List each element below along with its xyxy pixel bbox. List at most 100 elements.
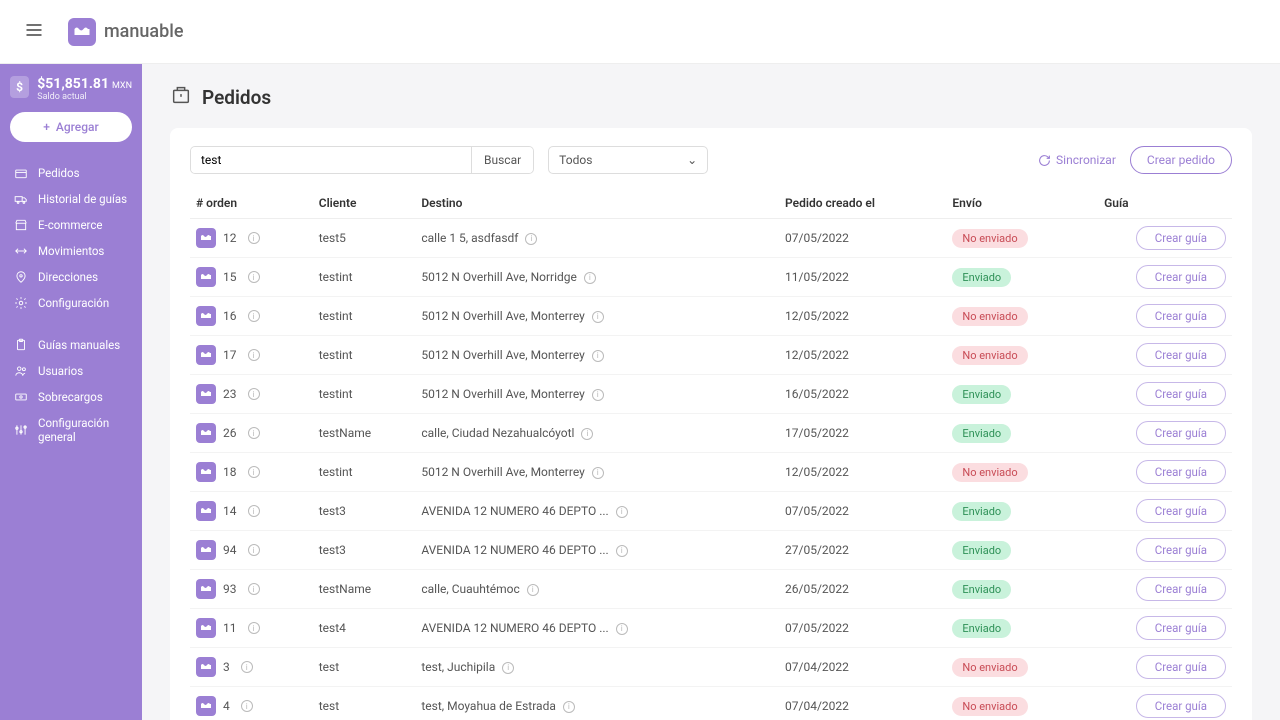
sidebar-item-e-commerce[interactable]: E-commerce: [10, 212, 132, 238]
cell-fecha: 07/05/2022: [779, 609, 946, 648]
cell-cliente: test: [313, 687, 416, 720]
sidebar-item-direcciones[interactable]: Direcciones: [10, 264, 132, 290]
cell-cliente: testName: [313, 570, 416, 609]
info-icon[interactable]: i: [241, 661, 253, 673]
brand-icon: [196, 462, 216, 482]
toolbar: Buscar Todos ⌄ Sincronizar Crear pedido: [190, 146, 1232, 174]
create-guide-button[interactable]: Crear guía: [1136, 421, 1226, 445]
order-number: 16: [223, 309, 237, 323]
order-number: 17: [223, 348, 237, 362]
order-number: 3: [223, 660, 230, 674]
add-button-label: Agregar: [56, 120, 99, 134]
create-guide-button[interactable]: Crear guía: [1136, 382, 1226, 406]
orders-icon: [170, 84, 192, 110]
info-icon[interactable]: i: [527, 584, 539, 596]
create-guide-button[interactable]: Crear guía: [1136, 616, 1226, 640]
brand-icon: [196, 228, 216, 248]
info-icon[interactable]: i: [525, 233, 537, 245]
create-guide-button[interactable]: Crear guía: [1136, 226, 1226, 250]
cell-fecha: 12/05/2022: [779, 336, 946, 375]
sidebar-item-movimientos[interactable]: Movimientos: [10, 238, 132, 264]
create-guide-button[interactable]: Crear guía: [1136, 460, 1226, 484]
info-icon[interactable]: i: [592, 350, 604, 362]
info-icon[interactable]: i: [616, 623, 628, 635]
cell-fecha: 27/05/2022: [779, 531, 946, 570]
balance-widget: $ $51,851.81MXN Saldo actual: [10, 76, 132, 102]
status-badge: No enviado: [952, 697, 1027, 716]
status-filter-select[interactable]: Todos ⌄: [548, 146, 708, 174]
balance-amount: $51,851.81: [37, 76, 109, 92]
order-number: 12: [223, 231, 237, 245]
search-input[interactable]: [191, 147, 471, 173]
info-icon[interactable]: i: [581, 428, 593, 440]
info-icon[interactable]: i: [616, 545, 628, 557]
info-icon[interactable]: i: [592, 389, 604, 401]
create-guide-button[interactable]: Crear guía: [1136, 577, 1226, 601]
info-icon[interactable]: i: [248, 310, 260, 322]
info-icon[interactable]: i: [248, 544, 260, 556]
info-icon[interactable]: i: [248, 388, 260, 400]
info-icon[interactable]: i: [248, 427, 260, 439]
info-icon[interactable]: i: [592, 311, 604, 323]
filter-selected-label: Todos: [559, 153, 592, 167]
info-icon[interactable]: i: [241, 700, 253, 712]
create-guide-button[interactable]: Crear guía: [1136, 499, 1226, 523]
cell-cliente: testint: [313, 375, 416, 414]
sync-button[interactable]: Sincronizar: [1038, 153, 1116, 167]
create-guide-button[interactable]: Crear guía: [1136, 694, 1226, 718]
order-number: 23: [223, 387, 237, 401]
cash-icon: [14, 390, 28, 404]
cell-destino: calle, Cuauhtémoc i: [415, 570, 779, 609]
table-row: 14itest3AVENIDA 12 NUMERO 46 DEPTO ... i…: [190, 492, 1232, 531]
info-icon[interactable]: i: [584, 272, 596, 284]
sidebar-item-guías-manuales[interactable]: Guías manuales: [10, 332, 132, 358]
cell-destino: AVENIDA 12 NUMERO 46 DEPTO ... i: [415, 492, 779, 531]
brand-icon: [196, 696, 216, 716]
page-title: Pedidos: [202, 86, 271, 109]
info-icon[interactable]: i: [248, 271, 260, 283]
create-guide-button[interactable]: Crear guía: [1136, 538, 1226, 562]
col-header-cliente: Cliente: [313, 188, 416, 219]
info-icon[interactable]: i: [592, 467, 604, 479]
create-guide-button[interactable]: Crear guía: [1136, 304, 1226, 328]
create-guide-button[interactable]: Crear guía: [1136, 265, 1226, 289]
info-icon[interactable]: i: [616, 506, 628, 518]
cell-destino: 5012 N Overhill Ave, Norridge i: [415, 258, 779, 297]
create-guide-button[interactable]: Crear guía: [1136, 655, 1226, 679]
dollar-icon: $: [10, 76, 29, 98]
logo-mark-icon: [68, 18, 96, 46]
info-icon[interactable]: i: [248, 466, 260, 478]
logo[interactable]: manuable: [68, 18, 183, 46]
cell-cliente: test4: [313, 609, 416, 648]
create-order-button[interactable]: Crear pedido: [1130, 146, 1232, 174]
sidebar-item-configuración[interactable]: Configuración: [10, 290, 132, 316]
main-content: Pedidos Buscar Todos ⌄ Sincronizar Crear…: [142, 64, 1280, 720]
info-icon[interactable]: i: [502, 662, 514, 674]
info-icon[interactable]: i: [248, 232, 260, 244]
order-number: 94: [223, 543, 237, 557]
cell-cliente: testint: [313, 297, 416, 336]
info-icon[interactable]: i: [248, 622, 260, 634]
sidebar-item-historial-de-guías[interactable]: Historial de guías: [10, 186, 132, 212]
brand-icon: [196, 618, 216, 638]
create-guide-button[interactable]: Crear guía: [1136, 343, 1226, 367]
info-icon[interactable]: i: [248, 583, 260, 595]
sidebar-item-usuarios[interactable]: Usuarios: [10, 358, 132, 384]
cell-destino: test, Juchipila i: [415, 648, 779, 687]
sidebar-item-pedidos[interactable]: Pedidos: [10, 160, 132, 186]
sidebar-item-configuración-general[interactable]: Configuración general: [10, 410, 132, 450]
status-badge: No enviado: [952, 346, 1027, 365]
orders-card: Buscar Todos ⌄ Sincronizar Crear pedido …: [170, 128, 1252, 720]
add-button[interactable]: + Agregar: [10, 112, 132, 142]
info-icon[interactable]: i: [248, 505, 260, 517]
info-icon[interactable]: i: [563, 701, 575, 713]
nav-primary: PedidosHistorial de guíasE-commerceMovim…: [10, 160, 132, 316]
info-icon[interactable]: i: [248, 349, 260, 361]
hamburger-menu[interactable]: [16, 12, 52, 52]
status-badge: Enviado: [952, 619, 1011, 638]
order-number: 11: [223, 621, 237, 635]
cell-cliente: testint: [313, 258, 416, 297]
cell-fecha: 07/04/2022: [779, 687, 946, 720]
search-button[interactable]: Buscar: [471, 147, 533, 173]
sidebar-item-sobrecargos[interactable]: Sobrecargos: [10, 384, 132, 410]
